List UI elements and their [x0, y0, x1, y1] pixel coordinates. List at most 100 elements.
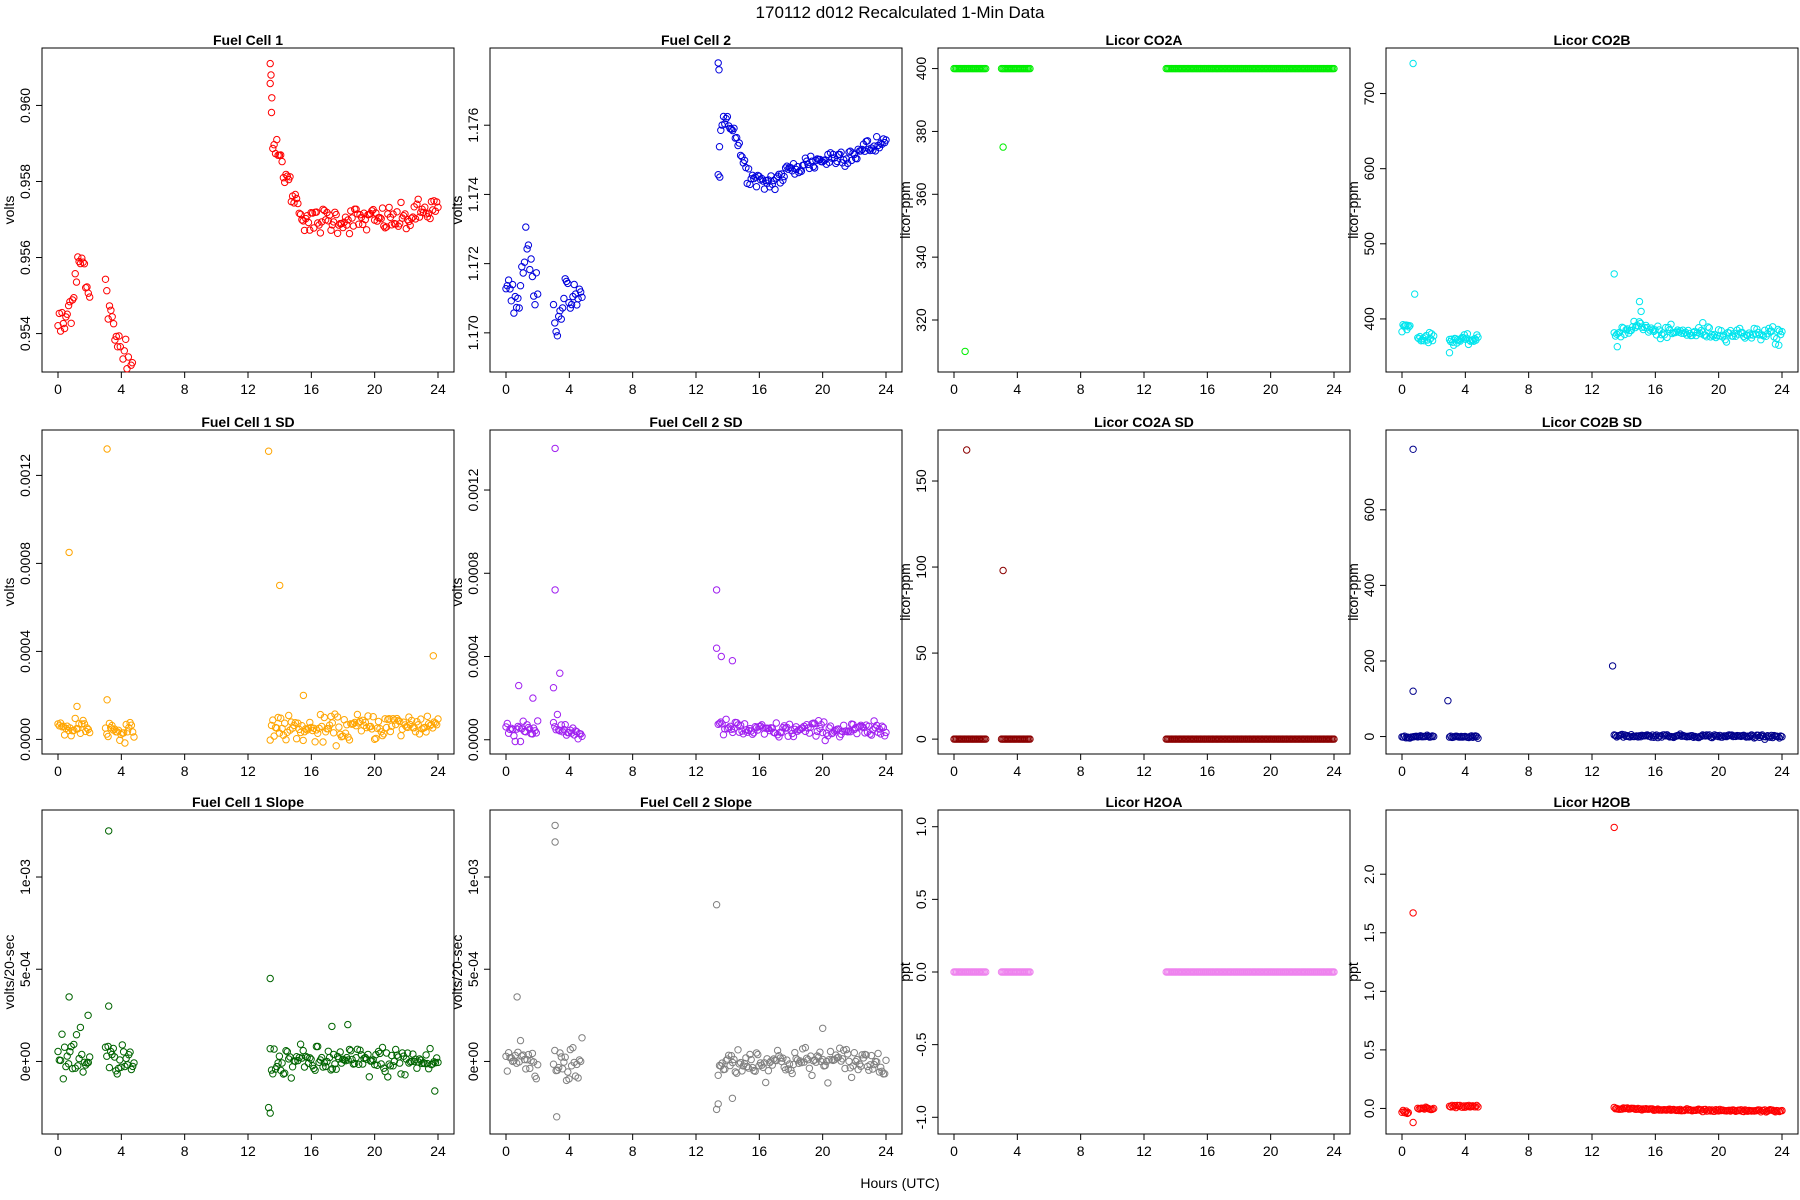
data-point [578, 732, 586, 740]
data-point [797, 1058, 806, 1067]
data-point [1420, 337, 1428, 345]
x-tick-label: 0 [1398, 1143, 1406, 1159]
data-point [332, 210, 340, 219]
data-point [388, 722, 396, 730]
data-point [411, 728, 420, 736]
panel-fuel-cell-1: Fuel Cell 1 0 4 8 12 16 20 24 0.954 0.956 0.958 0.9… [1, 32, 455, 397]
data-point [86, 728, 94, 737]
data-point [59, 1075, 67, 1083]
data-point [522, 1065, 530, 1073]
data-point [377, 215, 385, 223]
data-point [70, 294, 78, 302]
data-point [1699, 319, 1707, 327]
data-point [299, 217, 307, 225]
data-point [319, 1063, 327, 1071]
data-point [578, 1034, 586, 1042]
data-point [524, 241, 533, 249]
data-point [296, 728, 305, 737]
data-point [844, 728, 852, 736]
data-point [840, 1046, 848, 1054]
data-point [58, 308, 66, 317]
data-point [846, 728, 854, 736]
data-point [746, 180, 754, 189]
data-point [524, 1050, 533, 1059]
data-point [528, 1049, 537, 1058]
figure-title: 170112 d012 Recalculated 1-Min Data [756, 3, 1045, 22]
data-point [1471, 1103, 1480, 1111]
data-point [558, 304, 567, 312]
data-point [561, 721, 569, 729]
data-point [270, 1045, 278, 1053]
x-tick-label: 4 [1461, 1143, 1469, 1159]
y-tick-label: 0e+00 [17, 1042, 33, 1082]
data-point [275, 1052, 284, 1060]
x-tick-label: 24 [878, 763, 894, 779]
y-tick-label: 0e+00 [465, 1042, 481, 1082]
data-point [105, 1063, 114, 1072]
data-point [764, 176, 773, 184]
data-point [867, 1051, 876, 1060]
data-point [345, 1045, 354, 1054]
data-point [285, 1055, 293, 1063]
y-tick-label: 0.0008 [465, 552, 481, 595]
data-point [508, 280, 517, 289]
panel-title-licor-h2ob: Licor H2OB [1553, 794, 1630, 810]
data-point [384, 1073, 392, 1081]
data-point [1608, 662, 1617, 670]
x-tick-label: 0 [502, 1143, 510, 1159]
data-point [570, 280, 578, 289]
plot-frame [41, 47, 455, 373]
data-point [818, 728, 827, 737]
data-point [407, 214, 416, 222]
data-point [345, 229, 354, 238]
data-point [355, 1060, 363, 1069]
data-point [1424, 732, 1433, 740]
data-point [306, 1054, 314, 1062]
y-tick-label: 380 [913, 120, 929, 144]
data-point [65, 548, 73, 557]
y-axis-label: ppt [1345, 962, 1361, 982]
data-point [826, 722, 835, 730]
data-point [1428, 1105, 1437, 1114]
data-point [776, 179, 784, 187]
x-tick-label: 8 [629, 1143, 637, 1159]
x-tick-label: 0 [54, 763, 62, 779]
data-point [423, 1059, 432, 1068]
data-point [744, 165, 753, 173]
data-point [129, 1062, 137, 1071]
data-point [809, 162, 817, 171]
data-point [819, 1024, 827, 1033]
point-series-licor-co2b [1398, 59, 1786, 357]
data-point [72, 278, 81, 286]
x-tick-label: 0 [950, 1143, 958, 1159]
panel-title-licor-co2a-sd: Licor CO2A SD [1094, 414, 1194, 430]
data-point [426, 214, 434, 223]
data-point [266, 1045, 274, 1053]
data-point [762, 1078, 770, 1087]
data-point [340, 1056, 348, 1064]
x-tick-label: 8 [1077, 381, 1085, 397]
x-tick-label: 8 [181, 763, 189, 779]
data-point [415, 213, 424, 221]
data-point [327, 226, 335, 234]
data-point [1660, 331, 1669, 339]
data-point [1759, 332, 1768, 340]
data-point [723, 112, 732, 121]
x-tick-label: 16 [1648, 381, 1664, 397]
y-tick-label: 400 [913, 57, 929, 81]
y-axis-label: volts/20-sec [1, 935, 17, 1010]
x-tick-label: 20 [815, 381, 831, 397]
data-point [348, 214, 356, 222]
data-point [821, 1061, 829, 1070]
data-point [295, 209, 303, 218]
y-tick-label: -0.5 [913, 1032, 929, 1056]
data-point [283, 172, 291, 180]
data-point [304, 218, 313, 227]
data-point [722, 114, 730, 123]
point-series-fuel-cell-1-sd [54, 445, 442, 750]
x-tick-label: 4 [117, 763, 125, 779]
data-point [754, 1050, 762, 1059]
x-tick-label: 24 [1774, 1143, 1790, 1159]
data-point [531, 727, 539, 735]
data-point [59, 319, 67, 328]
